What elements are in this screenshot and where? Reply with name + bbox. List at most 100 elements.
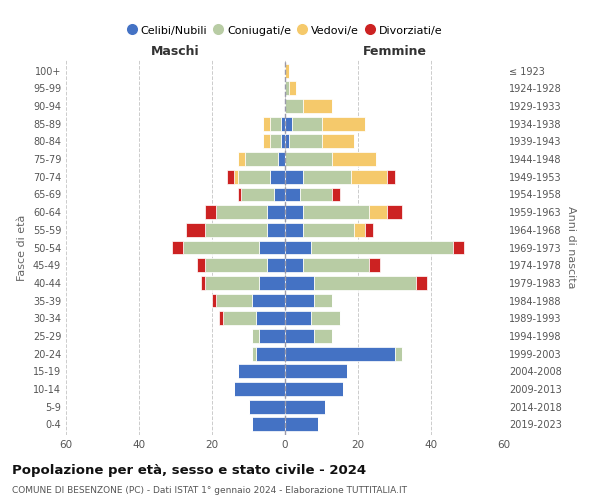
Bar <box>314 276 416 290</box>
Bar <box>285 99 303 113</box>
Bar <box>271 117 281 130</box>
Bar <box>259 276 285 290</box>
Bar <box>267 258 285 272</box>
Bar <box>259 329 285 343</box>
Bar <box>274 188 285 202</box>
Bar <box>220 312 223 325</box>
Bar <box>416 276 427 290</box>
Bar <box>271 134 281 148</box>
Bar <box>245 152 278 166</box>
Bar <box>285 312 311 325</box>
Bar <box>285 382 343 396</box>
Bar <box>289 134 322 148</box>
Bar <box>234 170 238 183</box>
Bar <box>350 170 387 183</box>
Bar <box>205 276 259 290</box>
Y-axis label: Anni di nascita: Anni di nascita <box>566 206 575 289</box>
Bar <box>285 294 314 308</box>
Bar <box>252 418 285 432</box>
Bar <box>183 240 259 254</box>
Bar <box>303 99 332 113</box>
Bar <box>299 188 332 202</box>
Bar <box>285 205 303 219</box>
Bar <box>332 188 340 202</box>
Bar <box>303 170 350 183</box>
Bar <box>322 117 365 130</box>
Bar <box>172 240 183 254</box>
Bar <box>289 82 296 95</box>
Bar <box>387 170 395 183</box>
Bar <box>252 329 259 343</box>
Bar <box>201 276 205 290</box>
Bar <box>355 223 365 236</box>
Bar <box>263 134 271 148</box>
Bar <box>197 258 205 272</box>
Bar <box>238 364 285 378</box>
Bar <box>322 134 355 148</box>
Bar <box>223 312 256 325</box>
Text: Popolazione per età, sesso e stato civile - 2024: Popolazione per età, sesso e stato civil… <box>12 464 366 477</box>
Text: COMUNE DI BESENZONE (PC) - Dati ISTAT 1° gennaio 2024 - Elaborazione TUTTITALIA.: COMUNE DI BESENZONE (PC) - Dati ISTAT 1°… <box>12 486 407 495</box>
Bar <box>252 346 256 360</box>
Bar <box>369 258 380 272</box>
Bar <box>241 188 274 202</box>
Bar <box>285 400 325 413</box>
Bar <box>256 346 285 360</box>
Bar <box>187 223 205 236</box>
Bar <box>267 205 285 219</box>
Bar <box>285 418 318 432</box>
Bar <box>311 240 453 254</box>
Bar <box>292 117 322 130</box>
Bar <box>285 64 289 78</box>
Bar <box>285 223 303 236</box>
Bar <box>205 258 267 272</box>
Bar <box>314 329 332 343</box>
Bar <box>234 382 285 396</box>
Bar <box>453 240 464 254</box>
Bar <box>263 117 271 130</box>
Bar <box>303 223 355 236</box>
Bar <box>281 117 285 130</box>
Bar <box>238 170 271 183</box>
Bar <box>215 294 252 308</box>
Bar <box>238 188 241 202</box>
Bar <box>369 205 387 219</box>
Bar <box>332 152 376 166</box>
Bar <box>238 152 245 166</box>
Bar <box>285 346 395 360</box>
Bar <box>285 329 314 343</box>
Bar <box>267 223 285 236</box>
Bar <box>285 188 299 202</box>
Bar <box>285 364 347 378</box>
Bar <box>212 294 215 308</box>
Legend: Celibi/Nubili, Coniugati/e, Vedovi/e, Divorziati/e: Celibi/Nubili, Coniugati/e, Vedovi/e, Di… <box>123 20 447 40</box>
Bar <box>285 117 292 130</box>
Bar <box>259 240 285 254</box>
Bar <box>387 205 402 219</box>
Bar <box>252 294 285 308</box>
Bar <box>285 240 311 254</box>
Bar <box>285 170 303 183</box>
Bar <box>285 276 314 290</box>
Bar <box>285 134 289 148</box>
Bar <box>314 294 332 308</box>
Bar <box>395 346 402 360</box>
Y-axis label: Fasce di età: Fasce di età <box>17 214 27 280</box>
Bar <box>285 82 289 95</box>
Bar <box>227 170 234 183</box>
Bar <box>271 170 285 183</box>
Bar <box>365 223 373 236</box>
Bar <box>311 312 340 325</box>
Bar <box>248 400 285 413</box>
Bar <box>256 312 285 325</box>
Text: Maschi: Maschi <box>151 45 200 58</box>
Bar <box>205 205 215 219</box>
Bar <box>285 258 303 272</box>
Bar <box>285 152 332 166</box>
Bar <box>303 205 369 219</box>
Bar <box>303 258 369 272</box>
Text: Femmine: Femmine <box>362 45 427 58</box>
Bar <box>278 152 285 166</box>
Bar <box>281 134 285 148</box>
Bar <box>215 205 267 219</box>
